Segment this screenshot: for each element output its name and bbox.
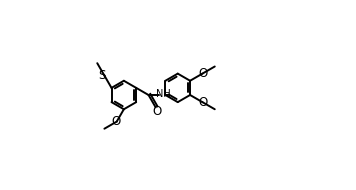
Text: O: O — [153, 105, 162, 118]
Text: O: O — [198, 67, 208, 80]
Text: O: O — [111, 115, 121, 128]
Text: S: S — [98, 69, 106, 82]
Text: NH: NH — [156, 89, 171, 99]
Text: O: O — [198, 96, 208, 109]
